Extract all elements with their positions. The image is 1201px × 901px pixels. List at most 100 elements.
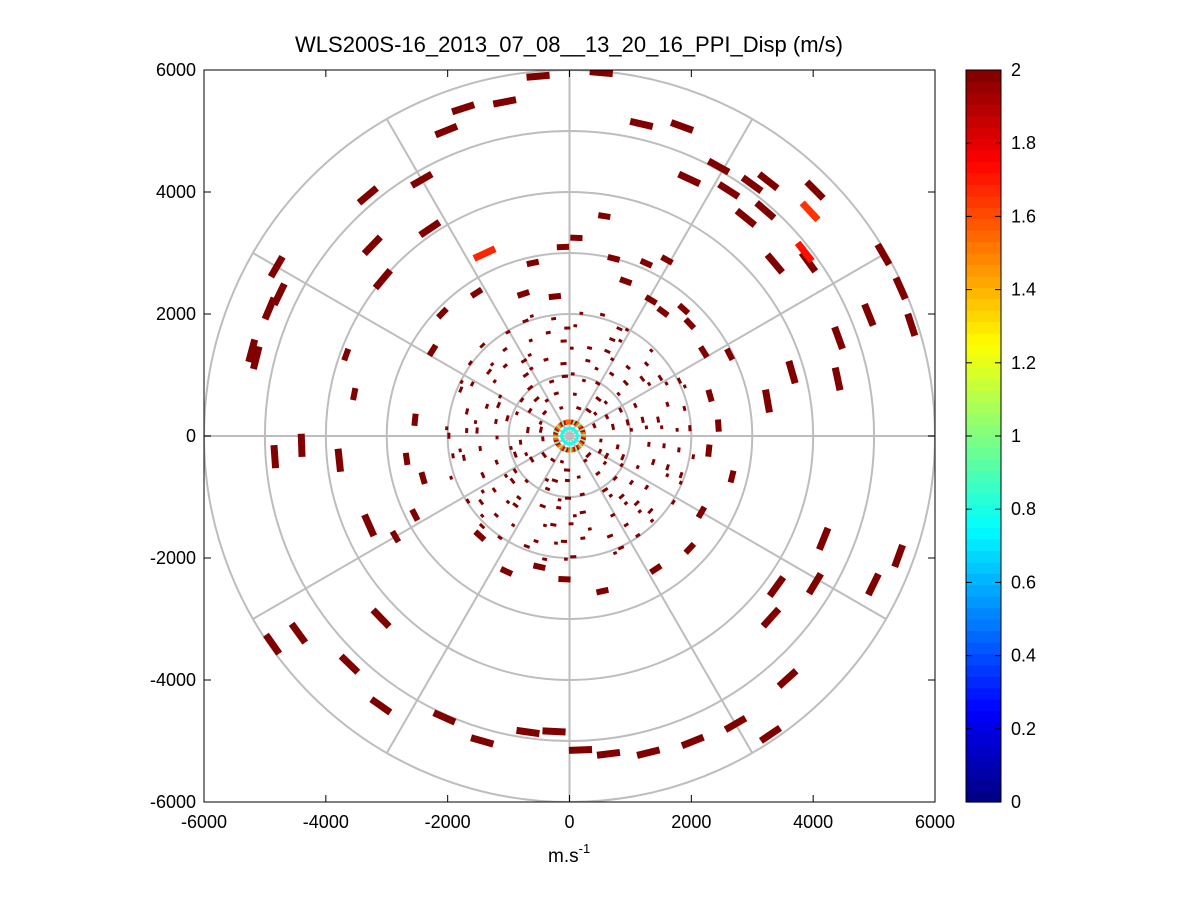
data-segment	[612, 475, 618, 482]
data-segment	[591, 422, 597, 429]
colorbar-cell	[966, 390, 1001, 403]
data-segment	[570, 372, 575, 376]
colorbar-cell	[966, 653, 1001, 666]
data-segment	[724, 347, 736, 362]
data-segment	[542, 727, 566, 736]
data-segment	[785, 360, 799, 385]
ppi-data	[245, 70, 919, 759]
data-segment	[608, 371, 615, 377]
data-segment	[636, 746, 661, 759]
data-segment	[608, 493, 614, 498]
data-segment	[616, 326, 623, 332]
data-segment	[662, 443, 666, 449]
data-segment	[618, 407, 624, 413]
data-segment	[682, 405, 687, 412]
data-segment	[639, 258, 654, 269]
data-segment	[599, 312, 606, 317]
data-segment	[539, 503, 547, 509]
colorbar-tick-label: 0.8	[1011, 499, 1036, 519]
data-segment	[465, 428, 469, 434]
data-segment	[551, 316, 557, 321]
data-segment	[502, 363, 509, 369]
colorbar-cell	[966, 367, 1001, 380]
data-segment	[695, 505, 708, 520]
data-segment	[559, 405, 564, 410]
data-segment	[816, 526, 832, 551]
data-segment	[514, 411, 520, 416]
data-segment	[604, 348, 611, 355]
data-segment	[576, 475, 581, 479]
data-segment	[609, 512, 616, 518]
data-segment	[538, 426, 544, 434]
data-segment	[648, 348, 654, 353]
data-segment	[551, 478, 559, 484]
polar-grid-spoke	[385, 435, 571, 754]
data-segment	[409, 508, 421, 522]
colorbar-cell	[966, 641, 1001, 654]
data-segment	[609, 357, 615, 362]
data-segment	[549, 457, 556, 463]
data-segment	[637, 509, 643, 514]
data-segment	[649, 563, 663, 575]
data-segment	[643, 361, 650, 367]
data-segment	[502, 346, 508, 353]
data-segment	[644, 484, 650, 491]
data-segment	[585, 451, 592, 459]
data-segment	[467, 360, 474, 366]
data-segment	[341, 347, 352, 362]
data-segment	[553, 541, 558, 545]
data-segment	[633, 500, 640, 507]
data-segment	[656, 416, 661, 423]
data-segment	[561, 374, 569, 379]
data-segment	[525, 426, 530, 434]
colorbar-cell	[966, 721, 1001, 734]
data-segment	[524, 478, 529, 484]
data-segment	[714, 419, 722, 432]
data-segment	[451, 453, 455, 459]
data-segment	[478, 498, 485, 506]
y-tick-label: 2000	[156, 304, 196, 324]
data-segment	[677, 302, 691, 316]
data-segment	[447, 432, 451, 439]
colorbar-cell	[966, 241, 1001, 254]
data-segment	[758, 724, 783, 744]
data-segment	[650, 458, 656, 466]
data-segment	[553, 391, 560, 396]
data-segment	[776, 668, 799, 689]
data-segment	[489, 361, 495, 367]
data-segment	[675, 427, 679, 432]
colorbar-cell	[966, 733, 1001, 746]
data-segment	[495, 401, 502, 409]
data-segment	[478, 445, 483, 452]
data-segment	[680, 733, 705, 749]
colorbar-cell	[966, 104, 1001, 117]
data-segment	[470, 734, 495, 748]
data-segment	[647, 441, 651, 447]
data-segment	[526, 384, 534, 391]
colorbar-cell	[966, 550, 1001, 563]
axis-ticks: -6000 -4000 -2000 0 2000 4000 6000 6000 4000 2000…	[150, 60, 955, 832]
data-segment	[625, 419, 630, 426]
data-segment	[495, 435, 499, 440]
data-segment	[740, 174, 764, 194]
y-tick-label: -2000	[150, 548, 196, 568]
data-segment	[503, 473, 509, 479]
data-segment	[585, 407, 592, 414]
data-segment	[874, 242, 893, 267]
data-segment	[683, 317, 697, 331]
colorbar-tick-label: 1.4	[1011, 280, 1036, 300]
data-segment	[548, 379, 555, 384]
data-segment	[267, 254, 286, 279]
data-segment	[533, 539, 539, 544]
data-segment	[595, 396, 602, 403]
colorbar-cell	[966, 127, 1001, 140]
data-segment	[717, 181, 741, 200]
data-segment	[473, 529, 487, 543]
data-segment	[597, 212, 611, 221]
data-segment	[475, 427, 479, 434]
data-segment	[682, 384, 687, 389]
data-segment	[516, 726, 540, 738]
data-segment	[361, 513, 378, 538]
data-segment	[389, 529, 402, 544]
